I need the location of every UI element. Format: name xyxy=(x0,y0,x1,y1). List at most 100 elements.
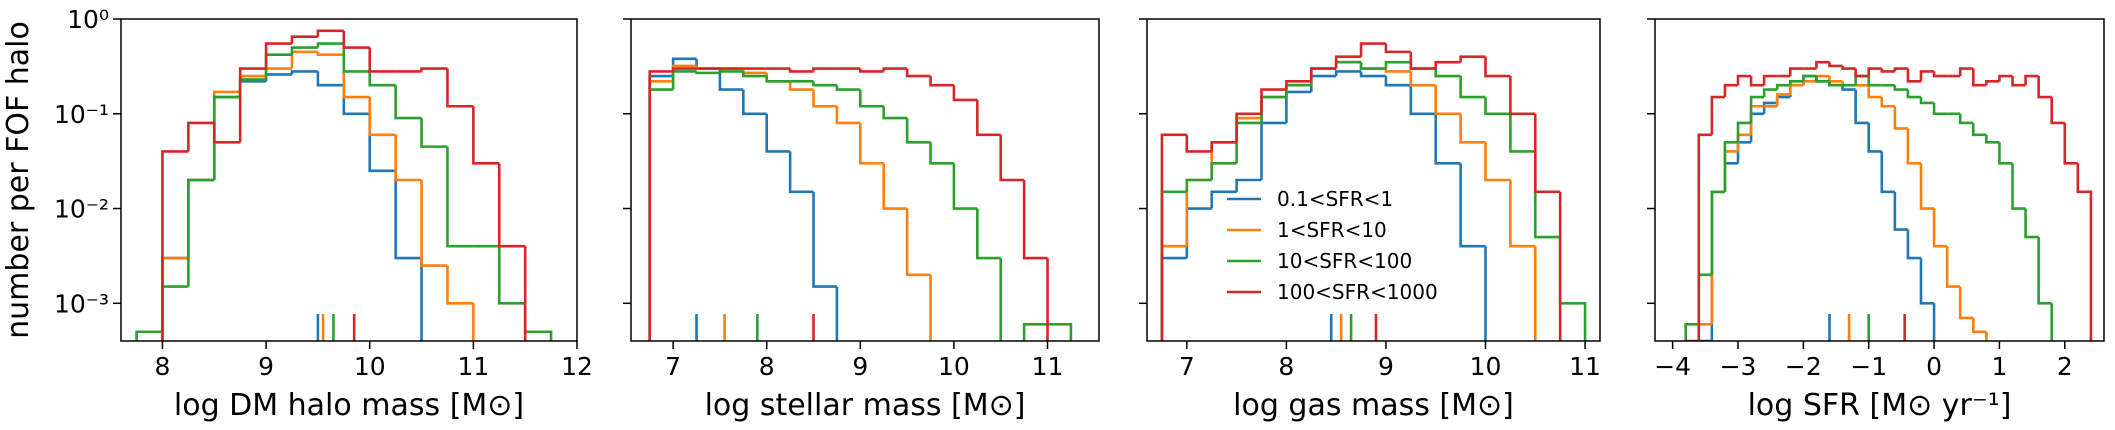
histogram-step xyxy=(882,67,908,72)
histogram-step xyxy=(1359,71,1386,78)
histogram-step xyxy=(1710,190,1725,325)
y-tick-label: 10⁰ xyxy=(67,5,109,34)
histogram-step xyxy=(1985,80,2000,86)
histogram-step xyxy=(161,256,189,341)
x-axis-label: log stellar mass [M⊙] xyxy=(705,388,1026,423)
histogram-step xyxy=(1841,85,1856,91)
histogram-step xyxy=(212,90,241,180)
histogram-step xyxy=(1285,80,1312,90)
x-tick-label: −2 xyxy=(1785,352,1822,381)
histogram-step xyxy=(2076,163,2093,341)
histogram-step xyxy=(882,106,908,120)
histogram-step xyxy=(523,246,527,341)
histogram-step xyxy=(1762,74,1778,86)
histogram-step xyxy=(695,58,720,70)
histogram-step xyxy=(290,70,318,75)
x-tick-label: 10 xyxy=(1470,352,1502,381)
histogram-step xyxy=(1484,56,1511,78)
histogram-step xyxy=(1434,85,1461,116)
legend-label: 1<SFR<10 xyxy=(1277,218,1387,242)
histogram-step xyxy=(368,97,396,137)
histogram-step xyxy=(648,74,674,341)
histogram-step xyxy=(1958,286,1974,320)
histogram-step xyxy=(1434,68,1461,78)
histogram-step xyxy=(1815,60,1830,69)
histogram-step xyxy=(1919,163,1935,210)
histogram-step xyxy=(788,81,814,91)
histogram-step xyxy=(1334,55,1362,69)
histogram-step xyxy=(1309,67,1337,82)
histogram-step xyxy=(1022,180,1048,260)
histogram-step xyxy=(952,163,978,210)
histogram-step xyxy=(976,208,1001,260)
histogram-step xyxy=(1854,68,1869,78)
histogram-step xyxy=(999,134,1025,182)
histogram-step xyxy=(742,71,767,78)
histogram-step xyxy=(1558,191,1562,341)
histogram-step xyxy=(1775,95,1791,103)
histogram-step xyxy=(264,42,292,69)
histogram-step xyxy=(290,50,318,69)
histogram-step xyxy=(1867,76,1882,87)
histogram-step xyxy=(497,163,526,248)
histogram-step xyxy=(812,89,837,108)
histogram-step xyxy=(1260,95,1287,123)
legend-label: 0.1<SFR<1 xyxy=(1277,187,1393,211)
histogram-step xyxy=(1893,85,1908,91)
histogram-step xyxy=(1906,229,1921,260)
histogram-step xyxy=(1854,89,1869,125)
histogram-step xyxy=(1697,323,1712,341)
histogram-step xyxy=(671,70,697,90)
histogram-step xyxy=(859,68,884,73)
x-tick-label: 10 xyxy=(938,352,970,381)
histogram-step xyxy=(1210,190,1237,209)
histogram-step xyxy=(238,67,267,143)
histogram-step xyxy=(1932,71,1948,78)
histogram-step xyxy=(1235,178,1262,192)
histogram-step xyxy=(1409,51,1436,70)
histogram-step xyxy=(859,122,884,165)
y-tick-label: 10⁻¹ xyxy=(54,100,109,129)
histogram-step xyxy=(1788,67,1804,77)
histogram-step xyxy=(2011,163,2026,210)
panel: 8 9 10 11 12 10⁻³ 10⁻² 10⁻¹ 10⁰ log DM halo mass … xyxy=(1,5,593,423)
histogram-step xyxy=(394,85,422,120)
histogram-step xyxy=(1359,42,1386,57)
panel: −4 −3 −2 −1 0 1 2 log SFR [M⊙ yr⁻¹] xyxy=(1647,18,2105,423)
histogram-step xyxy=(1459,55,1486,63)
x-tick-label: −1 xyxy=(1850,352,1887,381)
x-tick-label: 8 xyxy=(1278,352,1294,381)
histogram-step xyxy=(394,170,422,260)
histogram-step xyxy=(1334,70,1362,77)
histogram-step xyxy=(905,208,931,277)
histogram-step xyxy=(1802,80,1817,86)
histogram-step xyxy=(1971,122,1987,137)
histogram-step xyxy=(1185,207,1212,259)
histogram-step xyxy=(1384,60,1411,69)
histogram-step xyxy=(1185,134,1212,153)
histogram-step xyxy=(1906,128,1921,165)
histogram-step xyxy=(671,67,697,72)
histogram-step xyxy=(859,89,884,108)
histogram-step xyxy=(1484,246,1487,341)
histogram-step xyxy=(1867,85,1882,99)
histogram-step xyxy=(1185,178,1212,247)
histogram-step xyxy=(1919,70,1935,82)
histogram-step xyxy=(1828,81,1843,87)
histogram-step xyxy=(1409,71,1436,87)
histogram-step xyxy=(742,89,767,116)
histogram-step xyxy=(2024,208,2039,239)
histogram-step xyxy=(1762,101,1778,114)
histogram-step xyxy=(2024,74,2039,86)
histogram-step xyxy=(1160,256,1187,341)
axes-frame xyxy=(1146,18,1601,342)
histogram-step xyxy=(1788,83,1804,95)
series-group xyxy=(648,57,1073,341)
histogram-step xyxy=(1998,142,2013,165)
histogram-step xyxy=(1509,113,1536,153)
y-axis-label: number per FOF halo xyxy=(1,21,36,339)
histogram-step xyxy=(187,178,215,259)
histogram-step xyxy=(812,191,837,288)
